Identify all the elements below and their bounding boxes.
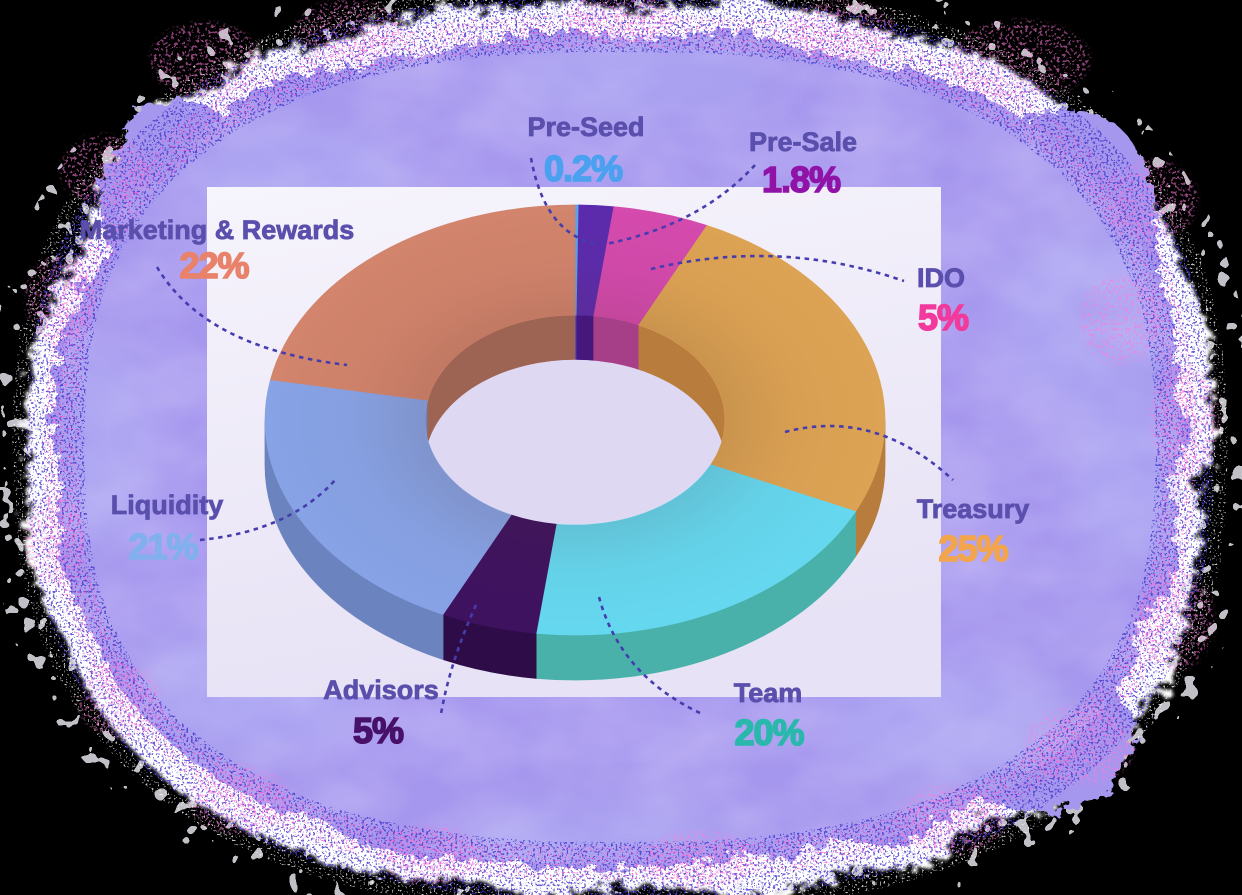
svg-text:1.8%: 1.8%	[762, 159, 841, 200]
svg-text:Liquidity: Liquidity	[111, 490, 223, 520]
svg-text:25%: 25%	[938, 528, 1008, 569]
svg-text:Marketing & Rewards: Marketing & Rewards	[80, 215, 355, 245]
svg-text:Treasury: Treasury	[917, 494, 1030, 524]
svg-text:21%: 21%	[128, 526, 198, 567]
svg-text:Pre-Seed: Pre-Seed	[527, 112, 644, 142]
svg-text:Pre-Sale: Pre-Sale	[749, 127, 857, 157]
svg-text:IDO: IDO	[917, 263, 965, 293]
svg-text:Team: Team	[734, 678, 803, 708]
svg-text:5%: 5%	[353, 710, 404, 751]
svg-text:Advisors: Advisors	[323, 675, 439, 705]
svg-text:20%: 20%	[734, 712, 804, 753]
svg-text:22%: 22%	[179, 245, 249, 286]
svg-text:0.2%: 0.2%	[544, 148, 623, 189]
svg-text:5%: 5%	[918, 297, 969, 338]
